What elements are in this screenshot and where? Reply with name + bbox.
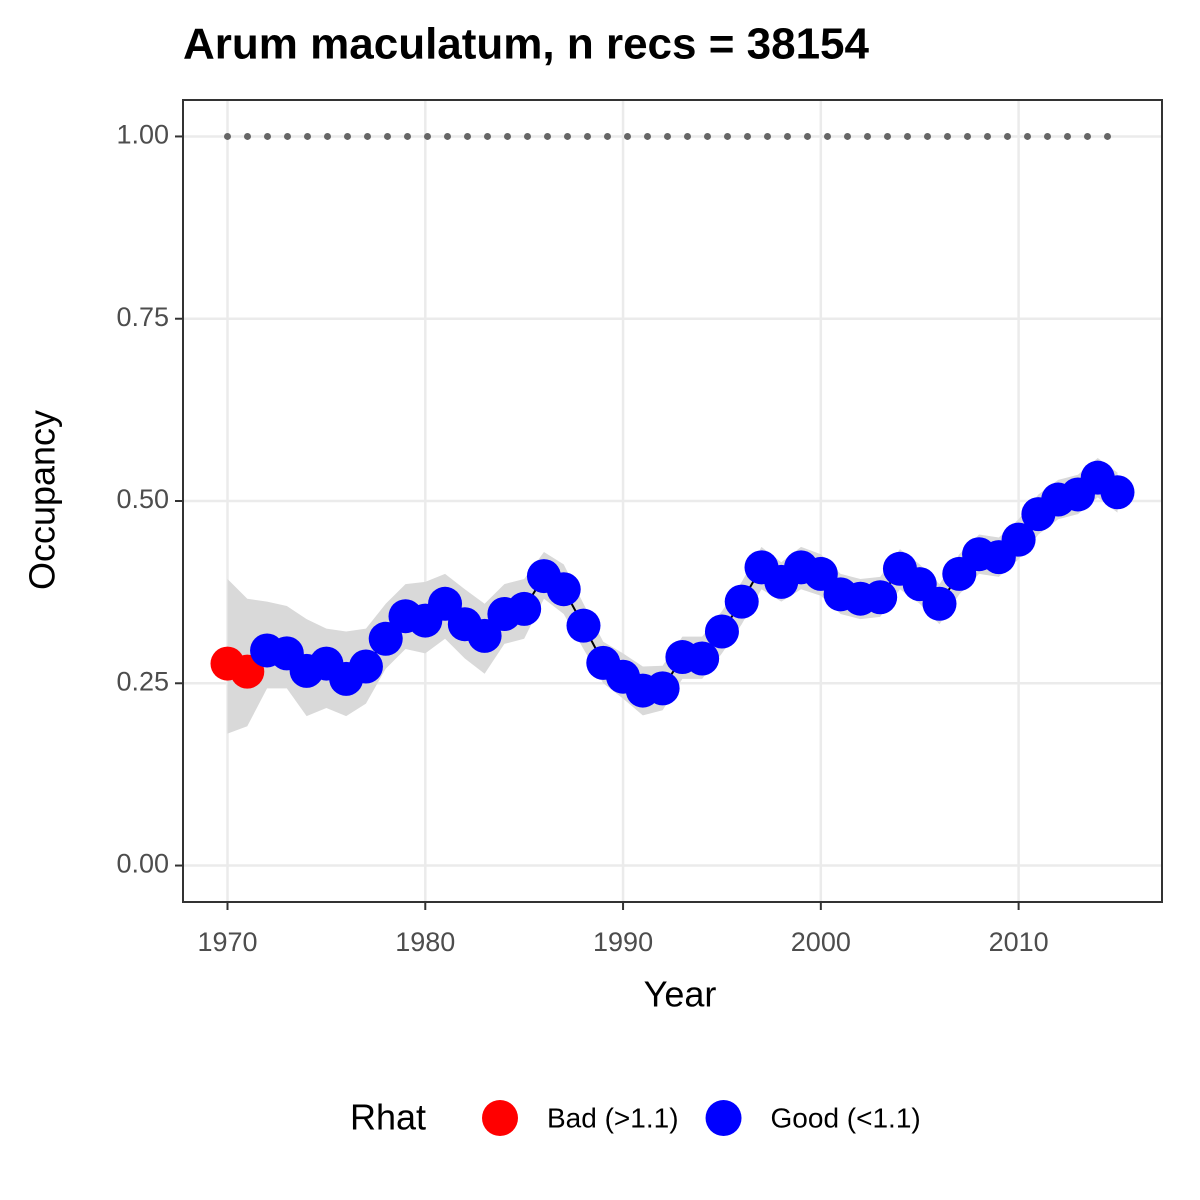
panel-border (182, 99, 1163, 903)
y-tick-label: 0.50 (116, 484, 169, 514)
point (368, 621, 403, 656)
point (863, 580, 898, 615)
point (566, 608, 601, 643)
y-tick-label: 0.00 (116, 849, 169, 879)
point (348, 649, 383, 684)
point (922, 586, 957, 621)
x-tick-label: 2000 (791, 927, 851, 957)
point (645, 671, 680, 706)
point (724, 584, 759, 619)
x-axis-title: Year (644, 974, 717, 1015)
point (1001, 522, 1036, 557)
point (1100, 475, 1135, 510)
point (507, 591, 542, 626)
legend-title: Rhat (350, 1097, 426, 1138)
chart-title: Arum maculatum, n recs = 38154 (183, 20, 870, 69)
point (467, 618, 502, 653)
x-tick-label: 1990 (593, 927, 653, 957)
x-tick-label: 2010 (989, 927, 1049, 957)
y-tick-label: 1.00 (116, 120, 169, 150)
legend-label: Good (<1.1) (771, 1102, 921, 1133)
point (704, 614, 739, 649)
legend-swatch (705, 1100, 742, 1136)
y-axis-title: Occupancy (22, 410, 63, 590)
y-tick-label: 0.75 (116, 302, 169, 332)
x-tick-label: 1970 (197, 927, 257, 957)
point (685, 641, 720, 676)
point (546, 572, 581, 607)
x-tick-label: 1980 (395, 927, 455, 957)
legend-label: Bad (>1.1) (547, 1102, 679, 1133)
legend-swatch (482, 1100, 518, 1136)
y-tick-label: 0.25 (116, 666, 169, 696)
